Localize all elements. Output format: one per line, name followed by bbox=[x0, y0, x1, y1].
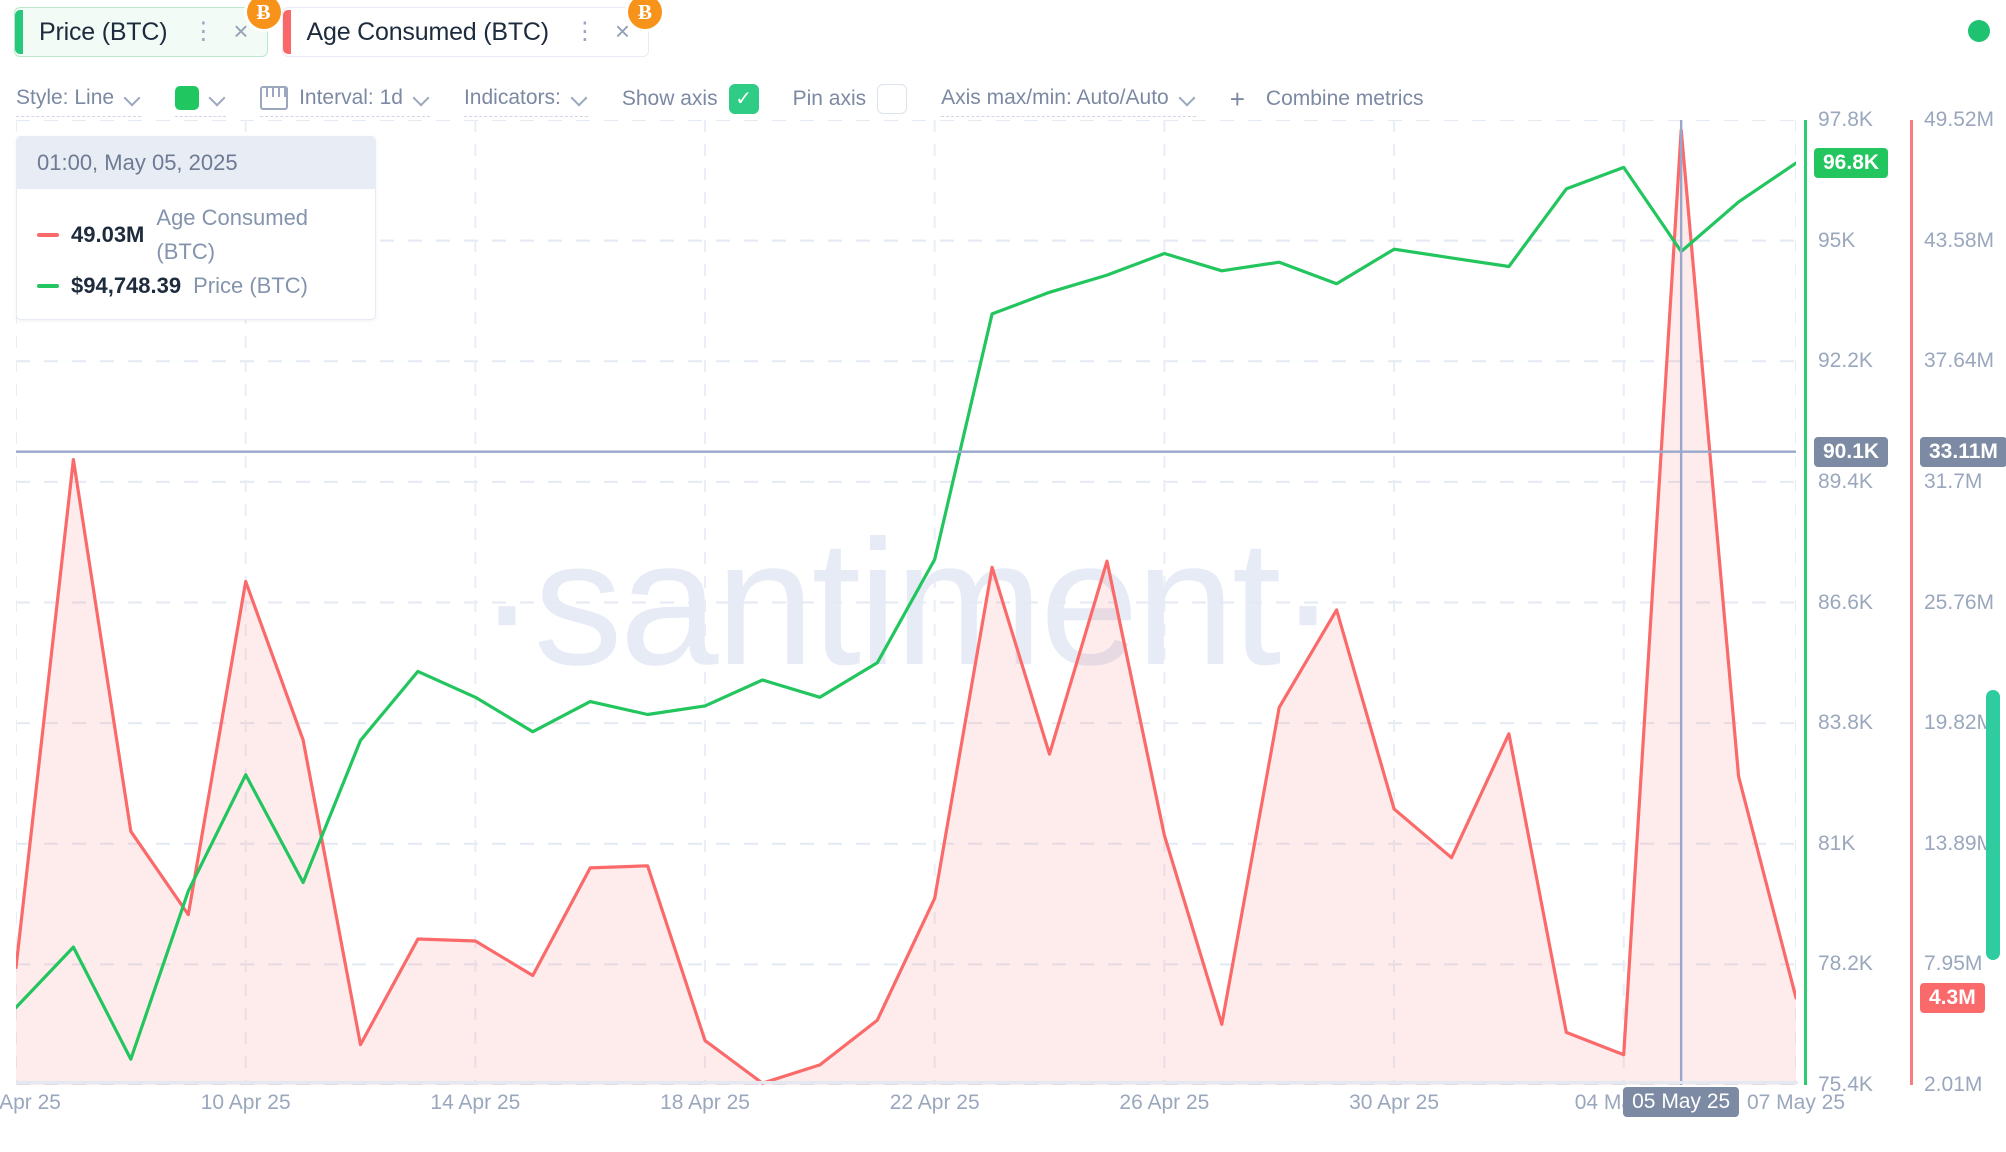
tooltip-rows: 49.03M Age Consumed (BTC) $94,748.39 Pri… bbox=[17, 189, 375, 319]
combine-metrics-label: Combine metrics bbox=[1265, 86, 1424, 110]
color-selector[interactable] bbox=[175, 83, 227, 117]
interval-selector[interactable]: Interval: 1d bbox=[260, 83, 430, 117]
kebab-menu-icon[interactable]: ⋮ bbox=[191, 18, 216, 45]
tooltip-value: 49.03M bbox=[71, 222, 145, 248]
chart-series bbox=[16, 120, 1796, 1085]
axis-current-value-badge: 4.3M bbox=[1920, 982, 1985, 1013]
tooltip-value: $94,748.39 bbox=[71, 273, 182, 299]
x-axis-crosshair-badge: 05 May 25 bbox=[1623, 1087, 1740, 1117]
axis-tick-label: 19.82M bbox=[1924, 711, 1995, 735]
color-swatch bbox=[175, 86, 200, 110]
tooltip-row-age-consumed: 49.03M Age Consumed (BTC) bbox=[37, 201, 355, 269]
plus-icon: + bbox=[1229, 83, 1245, 114]
tab-price-btc[interactable]: Price (BTC) ⋮ × Ƀ bbox=[14, 0, 281, 57]
live-status-dot bbox=[1968, 20, 1990, 42]
axis-tick-label: 25.76M bbox=[1924, 590, 1995, 614]
y-axis-age-consumed[interactable]: 49.52M 43.58M 37.64M 31.7M 25.76M 19.82M 13.89… bbox=[1910, 108, 2006, 1096]
tab-color-bar bbox=[15, 10, 23, 54]
axis-tick-label: 2.01M bbox=[1924, 1073, 1983, 1096]
show-axis-label: Show axis bbox=[621, 86, 718, 110]
show-axis-checkbox[interactable]: ✓ bbox=[728, 83, 759, 114]
axis-crosshair-badge: 90.1K bbox=[1814, 436, 1889, 467]
x-axis-tick-label: 10 Apr 25 bbox=[200, 1091, 291, 1114]
x-axis-tick-label: 14 Apr 25 bbox=[430, 1091, 521, 1114]
axis-tick-label: 37.64M bbox=[1924, 349, 1995, 373]
axis-tick-label: 43.58M bbox=[1924, 228, 1995, 252]
chevron-down-icon bbox=[125, 90, 141, 106]
tab-label: Age Consumed (BTC) bbox=[306, 17, 550, 46]
axis-tick-label: 97.8K bbox=[1818, 108, 1873, 131]
pin-axis-toggle[interactable]: Pin axis bbox=[793, 81, 908, 120]
chevron-down-icon bbox=[414, 90, 430, 106]
close-icon[interactable]: × bbox=[614, 15, 631, 46]
tab-label: Price (BTC) bbox=[39, 17, 168, 46]
x-axis-tick-label: 07 May 25 bbox=[1746, 1091, 1846, 1114]
x-axis-line bbox=[16, 1081, 1798, 1084]
chevron-down-icon bbox=[210, 90, 226, 106]
calendar-interval-icon bbox=[260, 86, 289, 110]
style-label: Style: Line bbox=[16, 86, 115, 109]
interval-label: Interval: 1d bbox=[299, 86, 403, 109]
vertical-scrollbar-thumb[interactable] bbox=[1986, 690, 2000, 960]
axis-tick-label: 95K bbox=[1818, 228, 1856, 252]
axis-minmax-label: Axis max/min: Auto/Auto bbox=[941, 86, 1169, 109]
tab-color-bar bbox=[282, 10, 291, 54]
x-axis-tick-label: 30 Apr 25 bbox=[1349, 1091, 1440, 1114]
axis-tick-label: 83.8K bbox=[1818, 711, 1873, 735]
combine-metrics-button[interactable]: + Combine metrics bbox=[1230, 83, 1424, 118]
metric-tab-bar: Price (BTC) ⋮ × Ƀ Age Consumed (BTC) ⋮ ×… bbox=[14, 0, 663, 65]
kebab-menu-icon[interactable]: ⋮ bbox=[572, 18, 597, 45]
show-axis-toggle[interactable]: Show axis ✓ bbox=[622, 81, 759, 120]
style-selector[interactable]: Style: Line bbox=[16, 83, 142, 117]
x-axis-tick-label: 26 Apr 25 bbox=[1119, 1091, 1210, 1114]
axis-current-value-badge: 96.8K bbox=[1814, 148, 1889, 179]
axis-tick-label: 86.6K bbox=[1818, 590, 1873, 614]
indicators-label: Indicators: bbox=[463, 86, 561, 109]
indicators-selector[interactable]: Indicators: bbox=[463, 83, 588, 117]
close-icon[interactable]: × bbox=[233, 15, 249, 46]
series-color-dash bbox=[37, 233, 59, 238]
x-axis-tick-label: 06 Apr 25 bbox=[0, 1091, 61, 1114]
axis-tick-label: 75.4K bbox=[1818, 1073, 1873, 1096]
tooltip-timestamp: 01:00, May 05, 2025 bbox=[17, 137, 375, 189]
chart-gridlines bbox=[16, 120, 1796, 1085]
x-axis-tick-label: 18 Apr 25 bbox=[660, 1091, 750, 1114]
axis-tick-label: 81K bbox=[1818, 831, 1856, 855]
axis-spine bbox=[1910, 120, 1913, 1085]
axis-crosshair-badge: 33.11M bbox=[1920, 436, 2006, 467]
axis-tick-label: 7.95M bbox=[1924, 952, 1983, 976]
x-axis[interactable]: 06 Apr 25 10 Apr 25 14 Apr 25 18 Apr 25 22 A… bbox=[0, 1081, 2006, 1135]
tooltip-series-name: Age Consumed (BTC) bbox=[156, 205, 309, 265]
chevron-down-icon bbox=[572, 90, 588, 106]
chevron-down-icon bbox=[1180, 90, 1196, 106]
axis-spine bbox=[1804, 120, 1807, 1085]
bitcoin-icon: Ƀ bbox=[628, 0, 663, 29]
axis-tick-label: 13.89M bbox=[1924, 831, 1995, 855]
x-axis-tick-label: 22 Apr 25 bbox=[889, 1091, 980, 1114]
axis-tick-label: 31.7M bbox=[1924, 469, 1983, 493]
tooltip-series-name: Price (BTC) bbox=[193, 273, 308, 299]
axis-tick-label: 89.4K bbox=[1818, 469, 1873, 493]
tab-age-consumed-btc[interactable]: Age Consumed (BTC) ⋮ × Ƀ bbox=[281, 0, 663, 57]
bitcoin-icon: Ƀ bbox=[246, 0, 281, 29]
chart-toolbar: Style: Line Interval: 1d Indicators: Sho… bbox=[16, 80, 1457, 120]
axis-tick-label: 49.52M bbox=[1924, 108, 1995, 131]
pin-axis-label: Pin axis bbox=[792, 86, 867, 110]
series-color-dash bbox=[37, 284, 59, 289]
axis-minmax-selector[interactable]: Axis max/min: Auto/Auto bbox=[941, 83, 1196, 117]
y-axis-price[interactable]: 97.8K 95K 92.2K 89.4K 86.6K 83.8K 81K 78.2K 75.4… bbox=[1804, 108, 1900, 1096]
axis-tick-label: 78.2K bbox=[1818, 952, 1873, 976]
chart-tooltip: 01:00, May 05, 2025 49.03M Age Consumed … bbox=[16, 136, 376, 321]
pin-axis-checkbox[interactable] bbox=[877, 83, 908, 114]
tooltip-row-price: $94,748.39 Price (BTC) bbox=[37, 269, 355, 303]
axis-tick-label: 92.2K bbox=[1818, 349, 1873, 373]
